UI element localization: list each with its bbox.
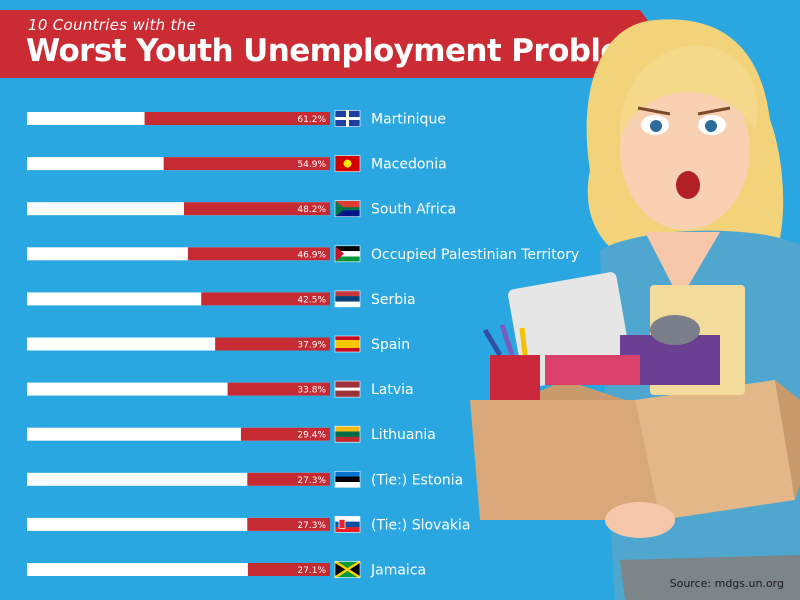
title-banner [0,10,665,78]
palestine-flag-icon [334,245,361,263]
bar [247,472,330,486]
category-label: Macedonia [371,157,447,173]
latvia-flag-icon [334,380,361,398]
bar-row: 54.9% Macedonia [27,155,447,173]
bar-value-label: 48.2% [297,205,326,215]
bar [201,292,330,306]
category-label: Lithuania [371,427,436,443]
hair-front [620,45,758,140]
bar [215,337,330,351]
bar-value-label: 46.9% [297,250,326,260]
category-label: Jamaica [370,563,426,579]
bar [227,382,330,396]
bar-row: 33.8% Latvia [27,380,414,398]
martinique-flag-icon [334,110,361,127]
neck [645,232,720,300]
box-left-side [470,400,660,520]
bar [163,157,330,171]
bar-value-label: 29.4% [297,431,326,441]
lithuania-flag-icon [334,425,361,443]
chart-title: Worst Youth Unemployment Problems [26,33,671,69]
bar-row: 27.3% (Tie:) Slovakia [27,516,471,533]
source-note: Source: mdgs.un.org [669,577,784,590]
category-label: (Tie:) Slovakia [371,517,471,533]
category-label: (Tie:) Estonia [371,472,463,488]
bar-value-label: 61.2% [297,115,326,125]
south-africa-flag-icon [334,200,361,217]
bar-value-label: 42.5% [297,295,326,305]
estonia-flag-icon [334,470,361,488]
banner-ribbon [0,10,665,78]
bar-row: 27.3% (Tie:) Estonia [27,470,463,488]
macedonia-flag-icon [334,155,361,172]
category-label: Serbia [371,292,416,308]
bar [240,427,330,441]
bar [247,563,330,576]
bar-value-label: 54.9% [297,160,326,170]
mouth [676,171,700,199]
category-label: Latvia [371,382,414,398]
slovakia-flag-icon [334,516,361,533]
category-label: Spain [371,337,410,353]
bar-row: 29.4% Lithuania [27,425,436,443]
jamaica-flag-icon [334,560,361,579]
skirt [620,555,800,600]
bar-value-label: 27.3% [297,521,326,531]
bar-value-label: 37.9% [297,341,326,351]
hand [605,502,675,538]
unhappy-worker-illustration [470,19,800,600]
bar-value-label: 27.3% [297,476,326,486]
pen-cup [490,355,540,400]
bar-row: 46.9% Occupied Palestinian Territory [27,245,579,263]
bar [187,247,330,261]
bar-row: 27.1% Jamaica [27,560,426,579]
bar-row: 42.5% Serbia [27,290,416,308]
category-label: Occupied Palestinian Territory [371,247,579,263]
bar-row: 48.2% South Africa [27,200,456,218]
category-label: South Africa [371,202,456,218]
chart-subtitle: 10 Countries with the [28,16,197,34]
bar-row: 61.2% Martinique [27,110,446,128]
mouse [650,315,700,345]
bar [183,202,330,216]
box-front [635,380,795,520]
bar-value-label: 27.1% [297,566,326,576]
bar [247,517,330,531]
bar [144,112,330,125]
bar-row: 37.9% Spain [27,335,410,353]
category-label: Martinique [371,112,446,128]
spain-flag-icon [334,335,361,353]
bar-value-label: 33.8% [297,386,326,396]
tray [545,355,640,385]
serbia-flag-icon [334,290,361,308]
